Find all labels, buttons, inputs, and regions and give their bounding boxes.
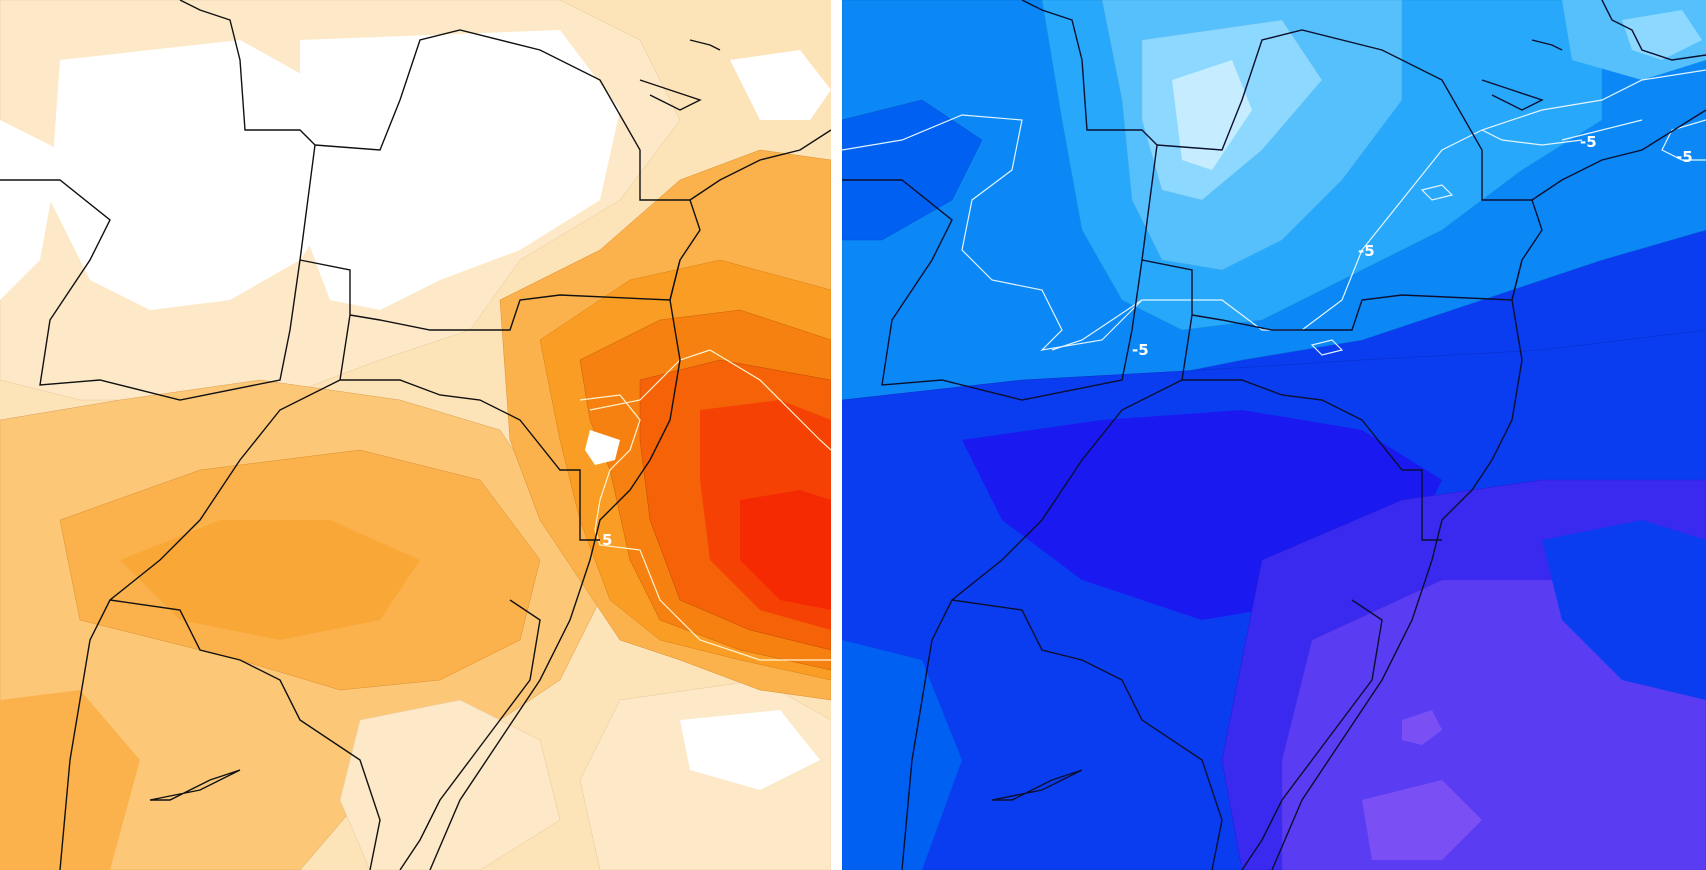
- contour-label: -5: [1676, 148, 1693, 166]
- contour-label: -5: [1358, 242, 1375, 260]
- contour-label: 5: [602, 531, 612, 549]
- warm-anomaly-field: 5: [0, 0, 831, 870]
- map-panel-warm-anomaly: 5: [0, 0, 831, 870]
- contour-label: -5: [1580, 133, 1597, 151]
- map-panel-cold-anomaly: -5 -5 -5 -5: [842, 0, 1706, 870]
- cold-anomaly-field: -5 -5 -5 -5: [842, 0, 1706, 870]
- panel-divider: [831, 0, 842, 870]
- contour-label: -5: [1132, 341, 1149, 359]
